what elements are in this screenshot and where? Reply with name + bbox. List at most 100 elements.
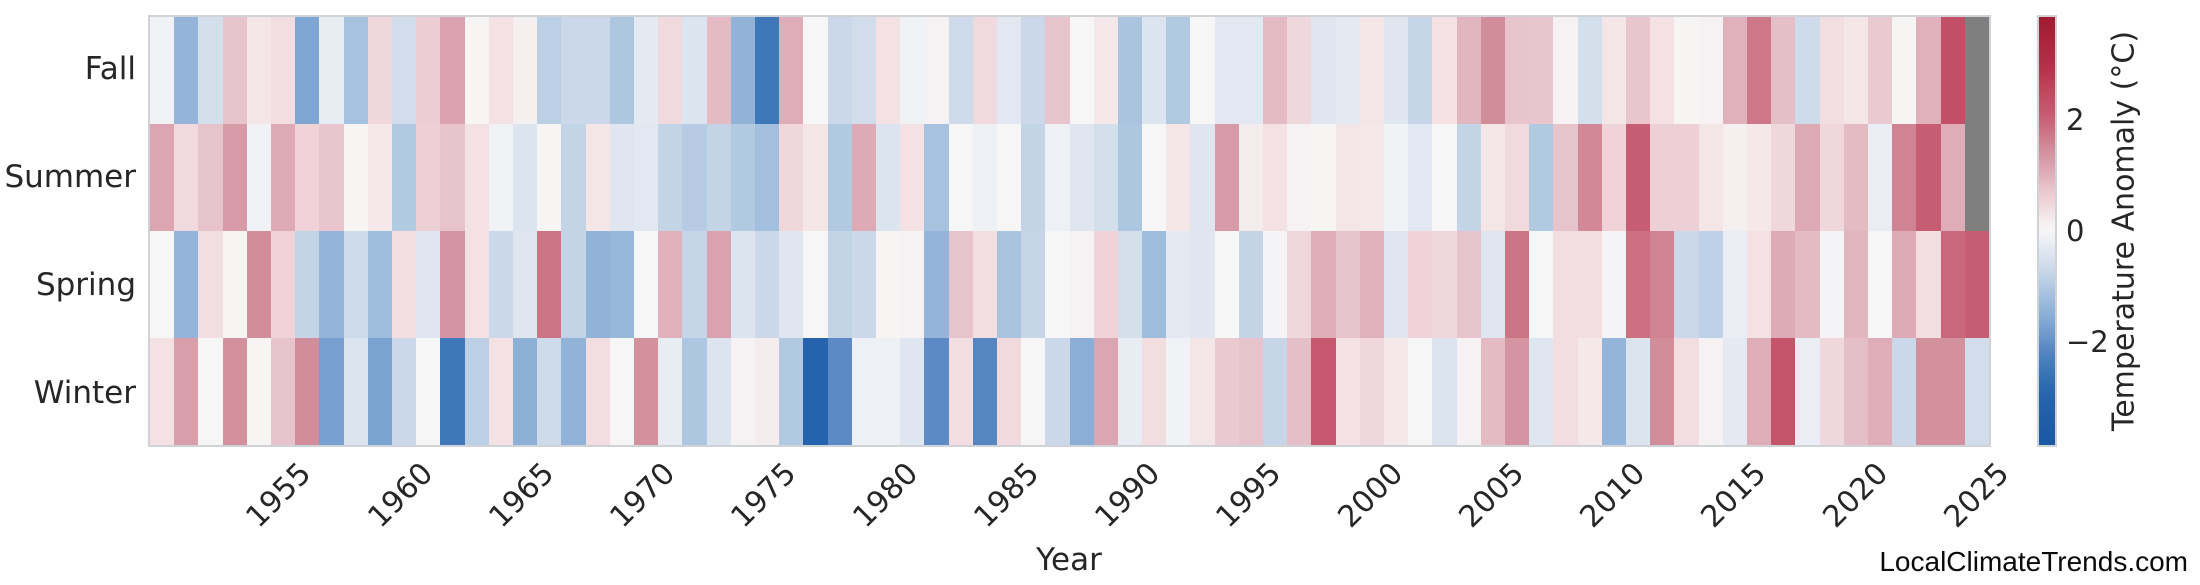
heatmap-cell: [658, 17, 683, 124]
heatmap-cell: [1287, 17, 1312, 124]
heatmap-cell: [1093, 231, 1118, 338]
heatmap-cell: [1408, 17, 1433, 124]
heatmap-cell: [754, 17, 780, 124]
heatmap-cell: [633, 124, 659, 231]
heatmap-cell: [779, 124, 804, 231]
heatmap-cell: [1142, 338, 1167, 445]
heatmap-cell: [1190, 124, 1215, 231]
heatmap-cell: [875, 17, 901, 124]
heatmap-cell: [1263, 124, 1288, 231]
heatmap-cell: [1190, 338, 1215, 445]
heatmap-cell: [1892, 231, 1917, 338]
heatmap-cell: [1626, 231, 1651, 338]
heatmap-cell: [319, 231, 344, 338]
heatmap-cell: [1166, 231, 1191, 338]
heatmap-cell: [779, 17, 804, 124]
heatmap-cell: [1916, 124, 1941, 231]
heatmap-cell: [1117, 231, 1143, 338]
heatmap-cell: [1601, 231, 1627, 338]
heatmap-cell: [1916, 231, 1941, 338]
x-tick-label-2025: 2025: [1937, 456, 2016, 535]
heatmap-cell: [1747, 17, 1772, 124]
heatmap-cell: [512, 338, 538, 445]
heatmap-cell: [1456, 338, 1481, 445]
heatmap-cell: [1843, 124, 1868, 231]
heatmap-cell: [1287, 338, 1312, 445]
heatmap-cell: [1577, 231, 1602, 338]
heatmap-cell: [1674, 124, 1699, 231]
heatmap-cell: [319, 17, 344, 124]
heatmap-cell: [1045, 17, 1070, 124]
heatmap-cell: [609, 231, 634, 338]
heatmap-cell: [174, 17, 199, 124]
heatmap-cell: [1190, 231, 1215, 338]
heatmap-cell: [1747, 231, 1772, 338]
heatmap-cell: [706, 124, 731, 231]
heatmap-cell: [609, 17, 634, 124]
heatmap-cell: [440, 124, 465, 231]
x-tick-label-1955: 1955: [239, 456, 319, 535]
heatmap-cell: [1480, 124, 1506, 231]
heatmap-cell: [1359, 231, 1385, 338]
heatmap-cell: [924, 17, 949, 124]
heatmap-cell: [803, 338, 828, 445]
heatmap-cell: [343, 17, 368, 124]
heatmap-cell: [198, 124, 223, 231]
heatmap-cell: [1819, 17, 1844, 124]
heatmap-cell: [1093, 124, 1118, 231]
heatmap-cell: [1940, 124, 1965, 231]
heatmap-cell: [391, 231, 417, 338]
heatmap-cell: [706, 338, 731, 445]
heatmap-cell: [1166, 338, 1191, 445]
y-tick-label-spring: Spring: [35, 267, 136, 303]
heatmap-cell: [1021, 231, 1046, 338]
heatmap-cell: [1722, 231, 1748, 338]
heatmap-cell: [1069, 338, 1094, 445]
heatmap-cell: [222, 124, 247, 231]
heatmap-cell: [1747, 338, 1772, 445]
heatmap-cell: [754, 124, 780, 231]
heatmap-cell: [730, 338, 755, 445]
heatmap-cell: [851, 338, 876, 445]
heatmap-cell: [1795, 338, 1820, 445]
heatmap-cell: [1408, 124, 1433, 231]
heatmap-cell: [1795, 124, 1820, 231]
heatmap-cell: [343, 338, 368, 445]
heatmap-cell: [658, 124, 683, 231]
heatmap-cell: [851, 231, 876, 338]
heatmap-cell: [875, 124, 901, 231]
heatmap-cell: [270, 231, 296, 338]
heatmap-cell: [1553, 338, 1578, 445]
heatmap-cell: [367, 338, 392, 445]
heatmap-cell: [198, 17, 223, 124]
x-tick-label-1975: 1975: [724, 456, 804, 535]
heatmap-cell: [1698, 231, 1723, 338]
x-tick-label-2005: 2005: [1452, 456, 1531, 535]
heatmap-cell: [1432, 338, 1457, 445]
heatmap-cell: [1650, 124, 1675, 231]
heatmap-cell: [1674, 338, 1699, 445]
heatmap-cell: [1287, 124, 1312, 231]
heatmap-cell: [512, 231, 538, 338]
heatmap-cell: [295, 124, 320, 231]
heatmap-cell: [561, 231, 586, 338]
heatmap-cell: [1021, 338, 1046, 445]
heatmap-cell: [900, 17, 925, 124]
heatmap-plot-area: [148, 15, 1991, 447]
heatmap-cell: [198, 231, 223, 338]
heatmap-cell: [246, 124, 271, 231]
x-tick-label-2020: 2020: [1815, 456, 1895, 535]
colorbar-tick-label-0: 0: [2066, 214, 2085, 248]
heatmap-cell: [1263, 17, 1288, 124]
heatmap-row-spring: [150, 231, 1989, 338]
heatmap-cell: [1142, 231, 1167, 338]
heatmap-cell: [295, 231, 320, 338]
heatmap-cell: [1311, 338, 1336, 445]
heatmap-cell: [1214, 338, 1239, 445]
heatmap-cell: [1795, 17, 1820, 124]
heatmap-cell: [561, 124, 586, 231]
heatmap-cell: [1674, 231, 1699, 338]
heatmap-cell: [609, 124, 634, 231]
heatmap-cell: [1626, 338, 1651, 445]
heatmap-cell: [1384, 17, 1409, 124]
